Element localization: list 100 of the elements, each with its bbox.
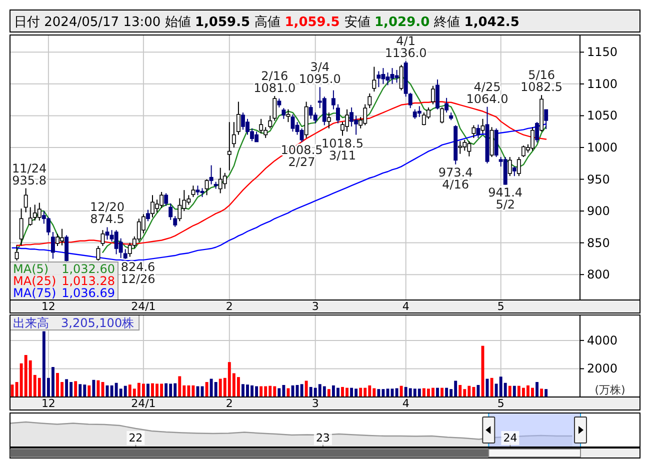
candlestick — [336, 104, 340, 124]
candlestick — [331, 90, 336, 110]
candlestick — [436, 78, 440, 110]
bar — [88, 385, 91, 397]
y-tick-label: 1150 — [587, 45, 618, 60]
x-tick-label: 12 — [41, 397, 56, 410]
x-tick-label: 12 — [41, 300, 56, 313]
bar — [458, 384, 462, 397]
candlestick — [476, 124, 480, 138]
candlestick — [444, 97, 449, 114]
candlestick — [430, 85, 435, 105]
text: MA(75) 1,036.69 — [13, 286, 115, 300]
candlestick — [458, 140, 462, 154]
candlestick — [222, 172, 227, 190]
bar — [359, 388, 362, 397]
y-tick-label: 950 — [587, 172, 610, 186]
candlestick — [268, 115, 272, 129]
bar — [400, 386, 403, 397]
candlestick — [472, 124, 476, 138]
bar — [124, 386, 127, 397]
candlestick — [64, 234, 69, 262]
x-tick-label: 4 — [402, 300, 410, 313]
x-tick-label: 2 — [226, 300, 233, 313]
annotation: 824.6 12/26 — [120, 260, 156, 286]
candlestick — [394, 69, 399, 84]
candlestick — [300, 128, 304, 143]
annotation: 3/4 1095.0 — [298, 60, 341, 86]
bar — [512, 386, 516, 397]
x-tick-label: 3 — [312, 397, 319, 410]
bar — [445, 388, 448, 397]
candlestick — [272, 96, 277, 122]
bar — [377, 389, 380, 397]
candlestick — [232, 122, 236, 148]
annotation: 4/25 1064.0 — [466, 80, 508, 106]
bar — [214, 382, 218, 397]
candlestick — [164, 192, 168, 206]
bar — [178, 376, 182, 397]
bar — [146, 384, 150, 397]
candlestick — [322, 96, 326, 126]
y-tick-label: 800 — [587, 268, 610, 282]
candlestick — [368, 92, 372, 109]
bar — [304, 380, 308, 397]
candlestick — [46, 216, 50, 236]
x-tick-label: 23 — [316, 432, 330, 444]
bar — [286, 388, 290, 397]
candlestick — [535, 122, 540, 143]
x-tick-label: 5 — [497, 397, 504, 410]
text: MA(25) 1,013.28 — [13, 274, 115, 288]
candlestick — [173, 216, 178, 228]
candlestick — [209, 164, 214, 185]
annotation: 1018.5 3/11 — [322, 136, 364, 163]
candlestick — [146, 209, 150, 222]
candlestick — [19, 208, 24, 246]
annotation: 973.4 4/16 — [438, 165, 473, 192]
candlestick — [100, 230, 105, 246]
bar — [418, 388, 421, 397]
bar — [536, 382, 538, 397]
bar — [38, 378, 41, 397]
y-tick-label: 1000 — [587, 140, 618, 154]
candlestick — [376, 70, 381, 88]
candlestick — [50, 232, 55, 260]
bar — [436, 388, 439, 397]
bar — [476, 384, 480, 397]
annotation: 2/16 1081.0 — [254, 69, 296, 96]
y-tick-label: 1050 — [587, 108, 618, 123]
x-tick-label: 5 — [497, 300, 504, 313]
candlestick — [417, 106, 422, 118]
x-tick-label: 4 — [402, 397, 410, 410]
y-tick-label: 850 — [587, 236, 610, 250]
candlestick — [168, 202, 173, 220]
candlestick — [326, 112, 331, 129]
bar — [96, 380, 100, 397]
annotation: 5/16 1082.5 — [520, 68, 563, 94]
bar — [78, 384, 82, 397]
candlestick — [512, 166, 516, 177]
bar — [350, 388, 354, 397]
y-tick-label: 1100 — [587, 76, 618, 91]
annotation: 12/20 874.5 — [90, 200, 125, 226]
candlestick — [399, 64, 404, 91]
candlestick — [191, 185, 196, 198]
candlestick — [37, 202, 42, 222]
candlestick — [14, 244, 19, 262]
chart-title: 日付 2024/05/17 13:00 始値 1,059.5 高値 1,059.5 安値 1,029.0 終値 1,042.5 — [14, 15, 520, 30]
series-label: MA(5) 1,032.60 — [13, 262, 115, 276]
candlestick — [236, 101, 240, 136]
x-tick-label: 24 — [503, 432, 518, 444]
bar — [544, 389, 548, 397]
candlestick — [440, 106, 444, 124]
candlestick — [286, 108, 290, 123]
bar — [65, 379, 68, 397]
chart-title: 出来高 3,205,100株 — [13, 316, 134, 330]
candlestick — [516, 156, 521, 177]
bar — [260, 386, 263, 397]
bar — [142, 384, 145, 397]
bar — [490, 378, 494, 397]
candlestick — [178, 198, 182, 222]
bar — [205, 382, 208, 397]
candlestick — [96, 245, 100, 262]
x-tick-label: 24/1 — [131, 300, 156, 313]
candlestick — [227, 122, 232, 171]
